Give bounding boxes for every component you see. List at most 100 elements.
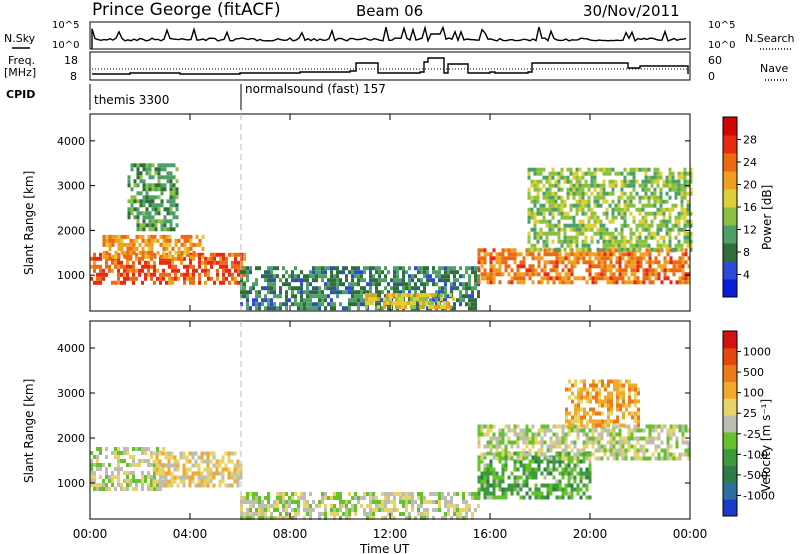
velocity-cell-3-274 [582,471,586,476]
velocity-cell-1-169 [236,459,240,464]
velocity-cell-4-73 [516,444,520,449]
power-cell-6-508 [638,239,642,244]
power-cell-5-324 [633,268,637,273]
velocity-cell-4-29 [492,436,496,441]
velocity-cell-0-138 [153,487,156,491]
power-cell-6-5 [527,195,531,200]
velocity-cell-3-151 [534,459,538,464]
velocity-cell-4-244 [606,428,610,433]
velocity-cell-3-265 [579,467,583,472]
power-cell-0-259 [243,252,246,257]
power-cell-0-193 [207,256,210,261]
power-cell-6-364 [605,207,609,212]
velocity-cell-3-16 [483,455,487,460]
power-cell-4-51 [416,297,419,302]
velocity-cell-1-76 [188,467,192,472]
velocity-cell-5-100 [604,403,607,408]
velocity-cell-2-44 [264,496,267,500]
velocity-cell-4-172 [567,456,571,461]
power-cell-6-618 [662,239,666,244]
velocity-cell-4-202 [585,432,589,437]
velocity-cell-3-66 [498,487,502,492]
velocity-cell-4-72 [516,440,520,445]
power-cell-3-116 [291,302,294,307]
velocity-cell-4-393 [681,424,685,429]
power-cell-3-458 [429,298,432,303]
velocity-cell-0-58 [117,459,120,463]
power-cell-6-312 [593,187,597,192]
x-tick-label-3: 12:00 [373,527,408,541]
velocity-cell-3-197 [552,483,556,488]
power-cell-6-497 [635,247,639,252]
velocity-cell-1-83 [191,471,195,476]
power-cell-6-328 [596,219,600,224]
velocity-cell-2-71 [279,512,282,516]
power-cell-5-374 [657,264,661,269]
velocity-cell-2-140 [330,496,333,500]
velocity-cell-4-80 [519,456,523,461]
power-cell-6-153 [560,167,564,172]
power-cell-6-277 [584,235,588,240]
power-cell-6-100 [548,191,552,196]
power-cell-3-162 [312,266,315,271]
power-cell-3-337 [378,282,381,287]
power-cell-3-153 [306,306,309,311]
power-cell-6-242 [578,195,582,200]
power-cell-2-142 [166,175,170,180]
power-cell-5-111 [531,272,535,277]
velocity-colorbar-swatch-10 [723,331,737,349]
velocity-cell-1-15 [158,471,162,476]
velocity-cell-4-152 [561,424,565,429]
power-cell-5-54 [501,272,505,277]
velocity-cell-2-277 [420,504,423,508]
power-cell-3-496 [444,290,447,295]
power-cell-6-574 [653,203,657,208]
power-cell-3-62 [267,298,270,303]
power-cell-6-206 [572,175,576,180]
power-cell-1-22 [117,234,121,239]
power-cell-6-716 [686,171,690,176]
power-cell-6-55 [536,239,540,244]
velocity-cell-4-184 [576,424,580,429]
power-cell-6-283 [587,183,591,188]
power-cell-1-26 [117,254,121,259]
power-cell-3-390 [402,266,405,271]
power-cell-3-516 [453,278,456,283]
power-cell-6-507 [638,235,642,240]
velocity-cell-1-151 [227,451,231,456]
velocity-cell-4-261 [612,444,616,449]
power-cell-1-91 [165,238,169,243]
velocity-cell-4-374 [669,432,673,437]
power-cell-6-719 [686,191,690,196]
power-cell-6-138 [557,175,561,180]
velocity-cell-5-5 [568,379,571,384]
power-cell-3-339 [378,294,381,299]
power-cell-2-136 [163,215,167,220]
velocity-cell-3-163 [537,487,541,492]
power-cell-0-214 [219,260,222,265]
power-cell-5-189 [570,280,574,285]
velocity-cell-3-92 [510,483,514,488]
velocity-cell-3-25 [483,495,487,500]
velocity-cell-2-190 [366,504,369,508]
velocity-cell-0-11 [93,475,96,479]
velocity-cell-0-14 [93,487,96,491]
power-cell-1-73 [150,242,154,247]
velocity-cell-4-221 [594,428,598,433]
power-cell-3-205 [327,266,330,271]
power-cell-6-252 [581,175,585,180]
power-cell-5-398 [672,260,676,265]
power-cell-5-115 [534,272,538,277]
velocity-cell-4-405 [687,440,691,445]
velocity-cell-5-32 [577,415,580,420]
power-cell-5-281 [615,268,619,273]
velocity-cell-4-47 [501,448,505,453]
power-cell-3-475 [438,270,441,275]
velocity-cell-3-221 [561,487,565,492]
power-cell-2-80 [148,215,152,220]
power-cell-0-157 [186,264,189,269]
velocity-cell-3-91 [510,471,514,476]
velocity-cell-5-57 [589,383,592,388]
power-cell-2-23 [136,167,140,172]
power-cell-2-127 [160,219,164,224]
